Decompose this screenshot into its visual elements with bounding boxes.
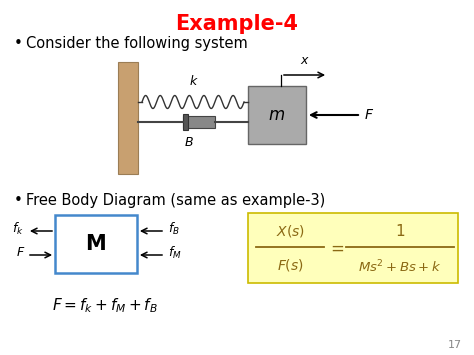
- Text: Example-4: Example-4: [175, 14, 299, 34]
- Text: x: x: [301, 54, 308, 67]
- Bar: [183, 114, 188, 130]
- Bar: [248, 86, 306, 144]
- Text: $f_k$: $f_k$: [12, 221, 24, 237]
- Bar: [55, 215, 137, 273]
- Text: $=$: $=$: [328, 239, 345, 257]
- Bar: [248, 213, 458, 283]
- Text: M: M: [86, 234, 106, 254]
- Text: B: B: [185, 136, 193, 149]
- Bar: [183, 116, 215, 128]
- Text: $X(s)$: $X(s)$: [275, 223, 304, 239]
- Text: $f_M$: $f_M$: [168, 245, 182, 261]
- Text: •: •: [14, 193, 23, 208]
- Text: •: •: [14, 36, 23, 51]
- Text: F: F: [17, 246, 24, 260]
- Text: $Ms^{2} + Bs + k$: $Ms^{2} + Bs + k$: [358, 259, 442, 275]
- Bar: [118, 62, 138, 174]
- Text: $1$: $1$: [395, 223, 405, 239]
- Text: F: F: [365, 108, 373, 122]
- Text: $f_B$: $f_B$: [168, 221, 180, 237]
- Text: m: m: [269, 106, 285, 124]
- Text: k: k: [190, 75, 197, 88]
- Text: $F = f_k + f_M + f_B$: $F = f_k + f_M + f_B$: [52, 296, 158, 315]
- Text: 17: 17: [448, 340, 462, 350]
- Text: Free Body Diagram (same as example-3): Free Body Diagram (same as example-3): [26, 193, 325, 208]
- Text: Consider the following system: Consider the following system: [26, 36, 248, 51]
- Text: $F(s)$: $F(s)$: [277, 257, 303, 273]
